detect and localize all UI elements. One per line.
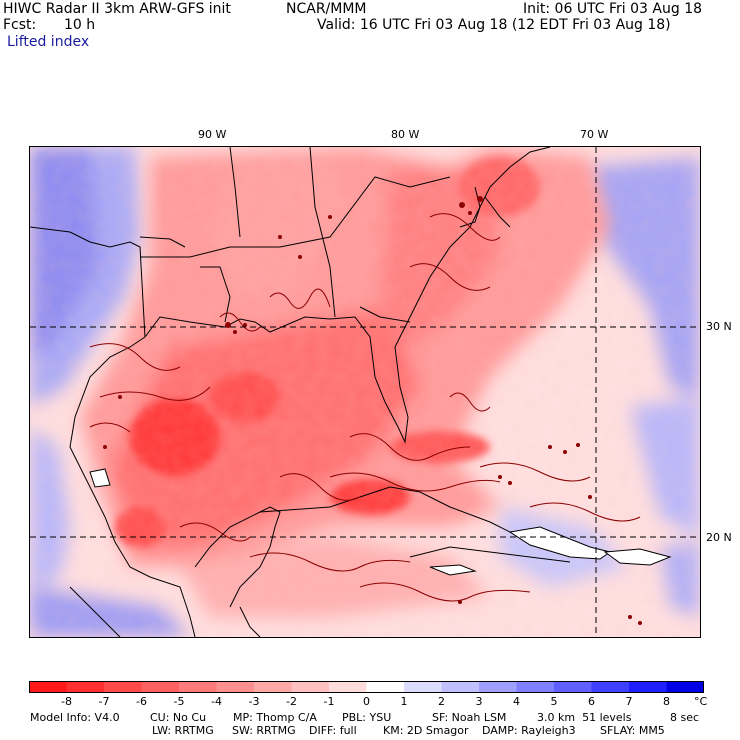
colorbar-tick-label: 6 xyxy=(588,695,595,708)
lat-label-30n: 30 N xyxy=(706,320,732,333)
colorbar-tick-label: 2 xyxy=(438,695,445,708)
colorbar-tick-label: -4 xyxy=(211,695,222,708)
model-title: HIWC Radar II 3km ARW-GFS init xyxy=(3,1,231,17)
colorbar-swatch xyxy=(179,681,217,693)
footer-lw: LW: RRTMG xyxy=(152,724,214,737)
footer-resolution: 3.0 km 51 levels xyxy=(537,711,632,724)
colorbar-swatch xyxy=(666,681,704,693)
colorbar-unit: °C xyxy=(694,695,708,708)
organization-label: NCAR/MMM xyxy=(286,1,367,17)
footer-mp: MP: Thomp C/A xyxy=(233,711,317,724)
colorbar-swatch xyxy=(516,681,555,693)
lat-label-20n: 20 N xyxy=(706,531,732,544)
lon-label-90w: 90 W xyxy=(198,128,227,141)
colorbar-swatch xyxy=(104,681,142,693)
footer-sflay: SFLAY: MM5 xyxy=(600,724,665,737)
colorbar-tick-label: -2 xyxy=(286,695,297,708)
footer-sw: SW: RRTMG xyxy=(232,724,296,737)
colorbar-tick-label: -6 xyxy=(136,695,147,708)
footer-pbl: PBL: YSU xyxy=(342,711,392,724)
colorbar-border xyxy=(29,681,704,693)
colorbar-swatch xyxy=(441,681,480,693)
colorbar-tick-label: -3 xyxy=(248,695,260,708)
footer-diff: DIFF: full xyxy=(309,724,357,737)
lon-label-70w: 70 W xyxy=(580,128,609,141)
colorbar-swatch xyxy=(66,681,105,693)
colorbar-tick-label: 1 xyxy=(400,695,408,708)
colorbar-tick-label: -8 xyxy=(61,695,72,708)
colorbar-tick-label: 7 xyxy=(625,695,633,708)
valid-time: Valid: 16 UTC Fri 03 Aug 18 (12 EDT Fri … xyxy=(317,17,671,33)
footer-km: KM: 2D Smagor xyxy=(383,724,469,737)
graticule xyxy=(30,147,700,637)
forecast-hour: 10 h xyxy=(64,17,96,33)
field-name: Lifted index xyxy=(7,34,90,50)
colorbar-swatch xyxy=(329,681,367,693)
colorbar-tick-label: 0 xyxy=(363,695,370,708)
forecast-label: Fcst: xyxy=(3,17,37,33)
colorbar-tick-label: -1 xyxy=(323,695,335,708)
colorbar-swatch xyxy=(479,681,517,693)
footer-cu: CU: No Cu xyxy=(150,711,207,724)
colorbar-swatch xyxy=(254,681,292,693)
contour-lines xyxy=(89,213,641,602)
footer-sf: SF: Noah LSM xyxy=(432,711,507,724)
colorbar xyxy=(29,681,704,693)
islands xyxy=(89,468,672,576)
colorbar-tick-label: -5 xyxy=(173,695,185,708)
colorbar-swatch xyxy=(291,681,330,693)
colorbar-tick-label: 8 xyxy=(663,695,670,708)
convective-cells xyxy=(103,196,642,625)
colorbar-tick-label: 4 xyxy=(513,695,520,708)
init-time: Init: 06 UTC Fri 03 Aug 18 xyxy=(523,1,703,17)
footer-timestep: 8 sec xyxy=(670,711,700,724)
colorbar-swatch xyxy=(216,681,255,693)
colorbar-swatch xyxy=(404,681,442,693)
map-canvas xyxy=(30,147,700,637)
colorbar-swatch xyxy=(629,681,667,693)
colorbar-swatch xyxy=(591,681,630,693)
coastlines-and-borders xyxy=(30,147,571,637)
colorbar-tick-label: 5 xyxy=(550,695,558,708)
colorbar-swatch xyxy=(141,681,180,693)
lon-label-80w: 80 W xyxy=(391,128,420,141)
colorbar-swatch xyxy=(366,681,405,693)
colorbar-swatch xyxy=(29,681,67,693)
colorbar-tick-label: 3 xyxy=(475,695,483,708)
footer-damp: DAMP: Rayleigh3 xyxy=(482,724,576,737)
colorbar-swatch xyxy=(554,681,592,693)
lifted-index-map xyxy=(29,146,701,638)
footer-model-info: Model Info: V4.0 xyxy=(30,711,120,724)
colorbar-tick-label: -7 xyxy=(98,695,110,708)
